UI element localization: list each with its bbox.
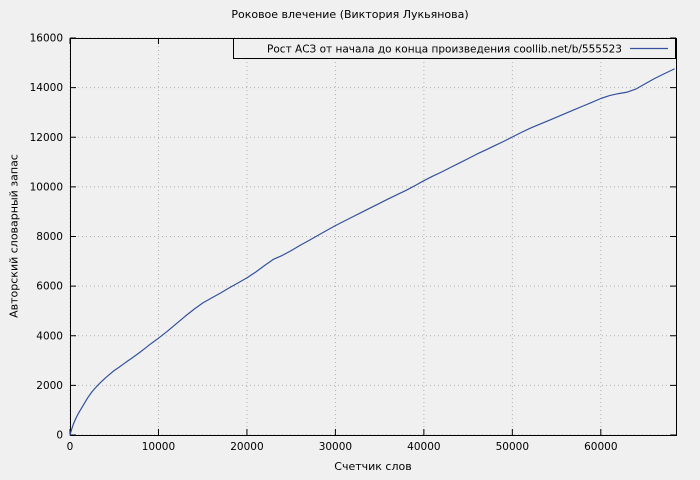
x-tick-label: 0 [67,441,74,453]
y-tick-label: 0 [56,430,63,442]
x-tick-label: 50000 [496,441,529,453]
y-tick-label: 16000 [30,33,63,45]
plot-border [70,38,677,436]
x-tick-label: 20000 [230,441,263,453]
x-tick-label: 60000 [584,441,617,453]
y-tick-label: 14000 [30,82,63,94]
x-tick-label: 40000 [407,441,440,453]
y-tick-label: 8000 [36,231,63,243]
x-tick-label: 10000 [142,441,175,453]
y-tick-label: 6000 [36,281,63,293]
y-tick-label: 12000 [30,132,63,144]
y-tick-label: 10000 [30,181,63,193]
y-tick-label: 4000 [36,330,63,342]
x-axis-label: Счетчик слов [334,460,412,473]
y-tick-label: 2000 [36,380,63,392]
x-tick-label: 30000 [319,441,352,453]
series-line [69,68,675,436]
legend-box [233,38,676,59]
legend-label: Рост АСЗ от начала до конца произведения… [267,44,622,56]
chart-title: Роковое влечение (Виктория Лукьянова) [231,8,469,21]
